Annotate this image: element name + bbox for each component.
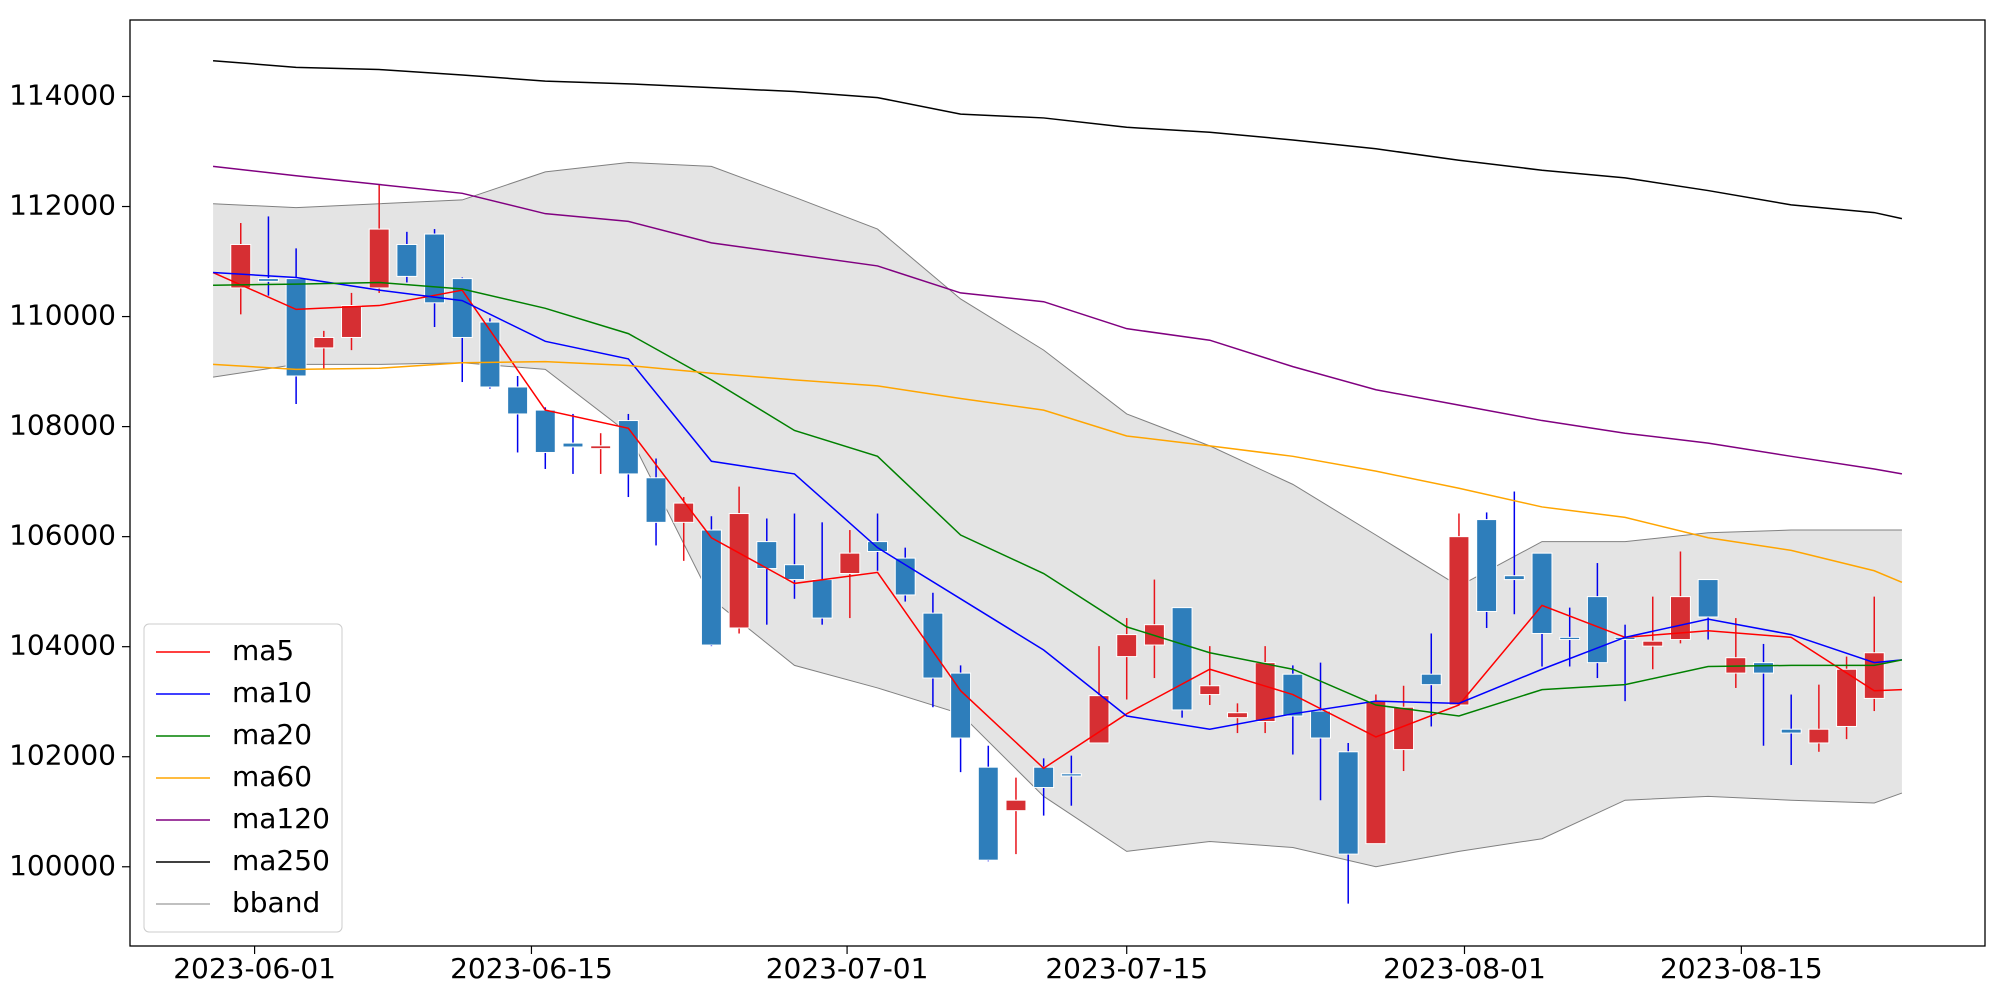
- legend-label: bband: [232, 886, 320, 919]
- legend-label: ma10: [232, 676, 312, 709]
- candle-body: [230, 243, 252, 289]
- candle-body: [700, 529, 722, 646]
- y-tick-label: 106000: [9, 519, 116, 552]
- candle-body: [645, 477, 667, 523]
- candle-body: [341, 305, 362, 338]
- candle-body: [728, 513, 750, 629]
- y-tick-label: 108000: [9, 409, 116, 442]
- x-tick-label: 2023-07-01: [766, 952, 929, 985]
- candle-body: [1780, 728, 1802, 734]
- candle-body: [1199, 685, 1221, 696]
- candle-body: [1420, 673, 1442, 686]
- candle-body: [257, 278, 279, 282]
- plot-area: [212, 59, 1903, 904]
- candle-body: [977, 766, 999, 861]
- candle-body: [1171, 607, 1193, 711]
- legend-label: ma250: [232, 844, 330, 877]
- candle-body: [950, 672, 972, 739]
- candle-body: [396, 243, 418, 277]
- bband-upper: [213, 162, 1902, 587]
- y-tick-label: 110000: [9, 299, 116, 332]
- candle-body: [1310, 710, 1331, 739]
- ma-line: [212, 165, 1903, 475]
- candle-body: [1226, 712, 1248, 719]
- x-tick-label: 2023-07-15: [1045, 952, 1208, 985]
- x-tick-label: 2023-06-15: [450, 952, 613, 985]
- candle-body: [867, 541, 889, 553]
- ma-line: [212, 271, 1902, 770]
- candle-body: [285, 278, 307, 377]
- candle-body: [1476, 519, 1498, 612]
- y-tick-label: 100000: [9, 849, 116, 882]
- candle-body: [507, 386, 529, 415]
- candle-body: [590, 445, 612, 450]
- candle-body: [894, 557, 916, 596]
- candle-body: [1753, 662, 1774, 674]
- ma-line: [213, 271, 1903, 730]
- y-tick-label: 114000: [9, 78, 116, 111]
- candle-body: [313, 336, 335, 349]
- ma-line: [213, 281, 1903, 717]
- candle-body: [1116, 634, 1138, 658]
- candle-body: [424, 233, 446, 304]
- candle-body: [1669, 596, 1691, 641]
- y-tick-label: 102000: [9, 739, 116, 772]
- candle-body: [1531, 552, 1553, 634]
- ma-line: [213, 360, 1903, 584]
- x-tick-label: 2023-08-15: [1660, 952, 1823, 985]
- candle-body: [1836, 668, 1858, 727]
- x-tick-label: 2023-06-01: [173, 952, 336, 985]
- candle-body: [368, 228, 390, 289]
- candle-body: [1559, 636, 1581, 641]
- candle-body: [1697, 579, 1719, 618]
- candle-body: [534, 409, 556, 453]
- candle-body: [673, 502, 695, 523]
- candle-body: [1448, 536, 1470, 706]
- candle-body: [1337, 751, 1359, 855]
- legend-label: ma20: [232, 718, 312, 751]
- candle-body: [1060, 773, 1082, 777]
- legend-label: ma120: [232, 802, 330, 835]
- candle-body: [562, 442, 584, 448]
- candle-body: [1642, 640, 1664, 647]
- candle-body: [1393, 706, 1415, 751]
- candle-body: [922, 612, 944, 679]
- candle-body: [451, 278, 473, 338]
- bband-lower: [212, 362, 1903, 868]
- y-tick-label: 112000: [9, 189, 116, 222]
- candle-body: [479, 321, 501, 388]
- legend-label: ma5: [232, 634, 294, 667]
- candle-body: [839, 552, 861, 575]
- ma-line: [213, 59, 1903, 220]
- bband-fill: [213, 162, 1902, 867]
- candle-body: [1005, 799, 1027, 812]
- candle-body: [784, 564, 805, 581]
- candle-body: [1503, 575, 1525, 581]
- candle-body: [1254, 662, 1276, 723]
- y-tick-label: 104000: [9, 629, 116, 662]
- plot-frame: [129, 19, 1986, 947]
- candle-body: [811, 579, 833, 619]
- legend-label: ma60: [232, 760, 312, 793]
- x-tick-label: 2023-08-01: [1383, 952, 1546, 985]
- candle-body: [1365, 700, 1387, 845]
- candle-body: [1088, 695, 1110, 744]
- legend-box: [143, 623, 343, 933]
- candle-body: [1808, 728, 1830, 744]
- candle-body: [1033, 766, 1055, 789]
